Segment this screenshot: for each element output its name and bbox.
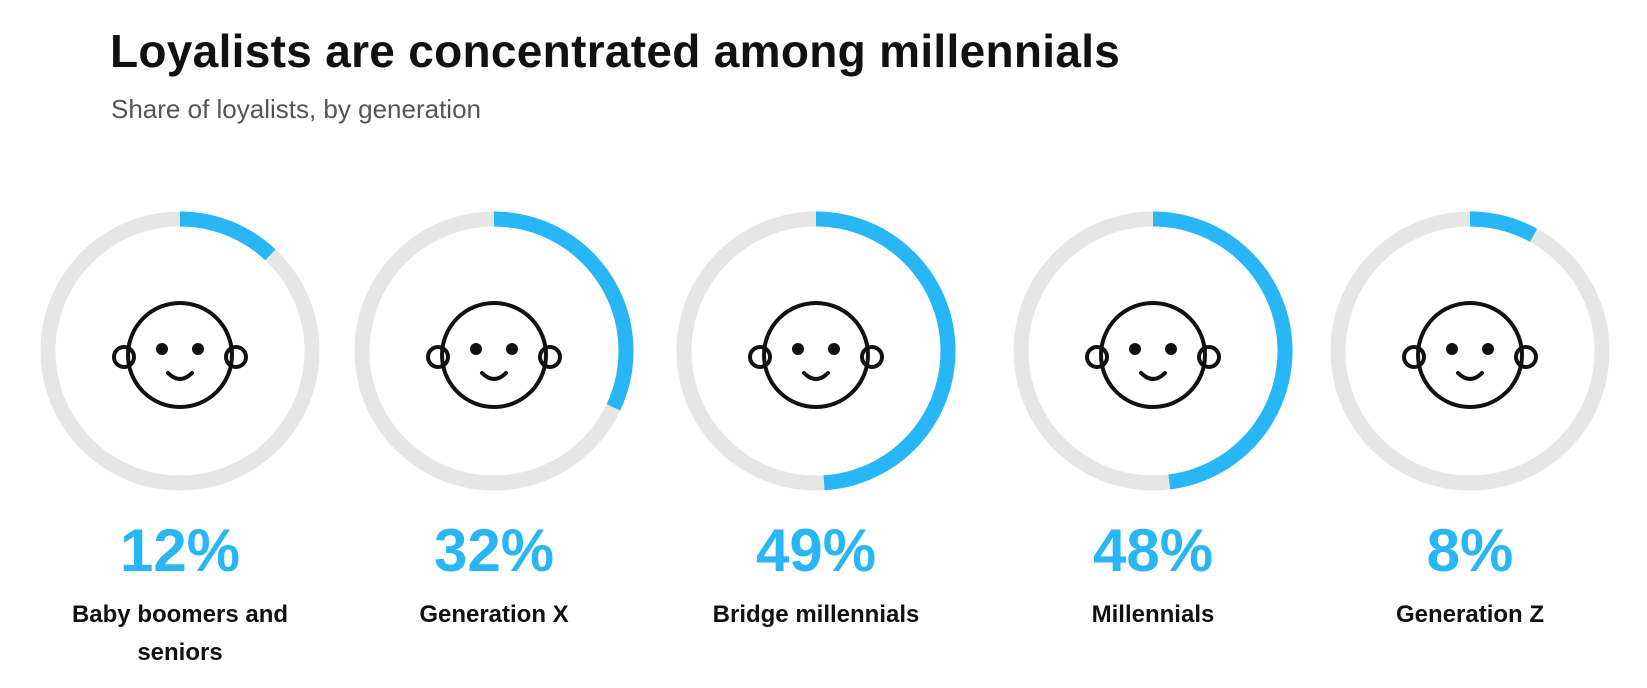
category-label: Generation X <box>419 601 569 628</box>
value-label: 32% <box>433 517 555 584</box>
ring-arc <box>40 211 320 491</box>
ring-arc <box>1330 211 1610 491</box>
ring-track <box>40 211 320 491</box>
face-head <box>440 301 548 409</box>
chart-title: Loyalists are concentrated among millenn… <box>110 25 1121 77</box>
face-head <box>1099 301 1207 409</box>
face-smile <box>166 371 194 381</box>
face-ear <box>1402 345 1426 369</box>
face-ear <box>748 345 772 369</box>
chart-subtitle: Share of loyalists, by generation <box>111 94 481 124</box>
face-icon <box>1402 301 1538 409</box>
face-eye <box>1165 343 1177 355</box>
ring-arc <box>1013 211 1293 491</box>
face-eye <box>156 343 168 355</box>
face-ear <box>112 345 136 369</box>
ring-track <box>1330 211 1610 491</box>
category-label: Generation Z <box>1395 601 1545 628</box>
face-eye <box>1482 343 1494 355</box>
face-icon <box>1085 301 1221 409</box>
face-ear <box>1197 345 1221 369</box>
category-label: Bridge millennials <box>712 601 920 628</box>
face-ear <box>1085 345 1109 369</box>
face-smile <box>802 371 830 381</box>
face-ear <box>538 345 562 369</box>
face-eye <box>192 343 204 355</box>
face-head <box>1416 301 1524 409</box>
category-label: Millennials <box>1091 601 1215 628</box>
value-label: 8% <box>1426 517 1514 584</box>
face-icon <box>112 301 248 409</box>
face-eye <box>1446 343 1458 355</box>
face-smile <box>480 371 508 381</box>
category-label: Baby boomers and seniors <box>71 601 289 666</box>
value-label: 49% <box>755 517 877 584</box>
face-smile <box>1139 371 1167 381</box>
face-head <box>126 301 234 409</box>
ring-arc <box>354 211 634 491</box>
face-icon <box>748 301 884 409</box>
face-head <box>762 301 870 409</box>
face-eye <box>792 343 804 355</box>
face-ear <box>860 345 884 369</box>
face-ear <box>1514 345 1538 369</box>
value-label: 12% <box>119 517 241 584</box>
face-eye <box>470 343 482 355</box>
face-eye <box>1129 343 1141 355</box>
face-eye <box>828 343 840 355</box>
value-label: 48% <box>1092 517 1214 584</box>
face-icon <box>426 301 562 409</box>
ring-arc <box>676 211 956 491</box>
face-eye <box>506 343 518 355</box>
face-ear <box>224 345 248 369</box>
face-ear <box>426 345 450 369</box>
face-smile <box>1456 371 1484 381</box>
